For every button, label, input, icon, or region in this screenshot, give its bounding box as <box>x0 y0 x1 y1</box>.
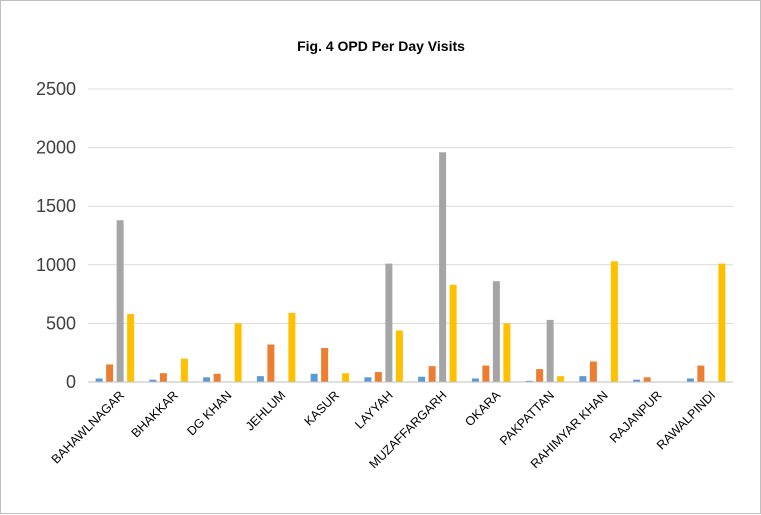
bars <box>95 152 726 382</box>
x-tick-label: KASUR <box>302 388 342 428</box>
x-tick-label: LAYYAH <box>352 388 395 431</box>
bar <box>203 377 211 382</box>
y-axis-ticks: 0 500 1000 1500 2000 2500 <box>36 79 76 392</box>
bar <box>418 376 426 382</box>
bar <box>213 373 221 382</box>
bar <box>471 378 479 382</box>
y-tick-label: 2500 <box>36 79 76 99</box>
bar <box>127 314 135 382</box>
bar <box>525 380 533 382</box>
bar <box>610 261 618 382</box>
bar <box>697 365 705 382</box>
y-tick-label: 0 <box>66 372 76 392</box>
x-tick-label: BAHAWLNAGAR <box>49 388 127 466</box>
y-tick-label: 2000 <box>36 138 76 158</box>
y-tick-label: 1500 <box>36 196 76 216</box>
bar <box>546 319 554 382</box>
bar <box>267 344 275 382</box>
bar <box>106 364 114 382</box>
x-tick-label: BHAKKAR <box>129 388 181 440</box>
bar <box>428 366 436 382</box>
x-axis-ticks: BAHAWLNAGAR BHAKKAR DG KHAN JEHLUM KASUR LAYY… <box>49 388 719 472</box>
x-tick-label: PAKPATTAN <box>497 388 557 448</box>
bar <box>149 379 157 382</box>
bar <box>159 373 167 382</box>
bar <box>364 377 372 382</box>
bar <box>385 263 393 382</box>
bar <box>536 369 544 382</box>
x-tick-label: DG KHAN <box>184 388 234 438</box>
bar <box>95 378 103 382</box>
x-tick-label: JEHLUM <box>243 388 288 433</box>
chart-title: Fig. 4 OPD Per Day Visits <box>297 38 465 54</box>
y-tick-label: 500 <box>46 313 76 333</box>
bar <box>395 330 403 382</box>
bar <box>503 323 511 382</box>
bar <box>449 284 457 382</box>
bar <box>116 220 124 382</box>
bar <box>718 263 726 382</box>
bar <box>288 312 296 382</box>
bar <box>256 376 264 382</box>
bar <box>633 379 641 382</box>
bar <box>374 372 382 382</box>
bar <box>643 377 651 382</box>
bar <box>492 281 500 382</box>
bar <box>342 373 350 382</box>
x-tick-label: OKARA <box>462 388 503 429</box>
bar <box>686 378 694 382</box>
y-tick-label: 1000 <box>36 255 76 275</box>
bar <box>589 361 597 382</box>
bar <box>482 365 490 382</box>
x-tick-label: RAJANPUR <box>607 388 665 446</box>
bar <box>234 323 242 382</box>
bar <box>310 373 318 382</box>
bar <box>557 376 565 382</box>
gridlines <box>88 88 733 324</box>
bar <box>579 376 587 382</box>
bar <box>180 358 188 382</box>
bar <box>439 152 447 382</box>
bar <box>321 348 329 382</box>
